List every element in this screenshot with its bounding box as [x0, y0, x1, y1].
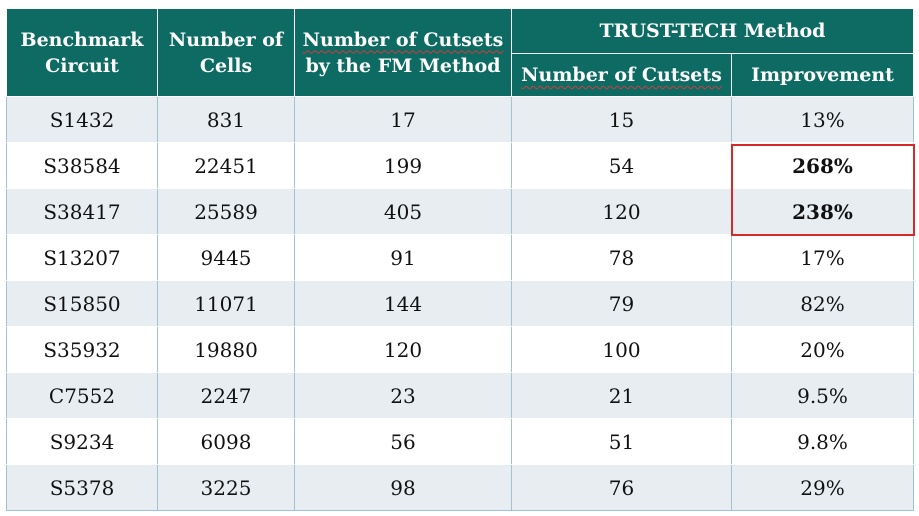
header-cutsets-fm: Number of Cutsets by the FM Method — [294, 8, 512, 97]
cell-fm-cutsets: 120 — [294, 326, 512, 373]
table-row: S9234 6098 56 51 9.8% — [6, 418, 914, 465]
header-cutsets-fm-line1: Number of Cutsets — [302, 28, 504, 51]
cell-circuit: S9234 — [6, 418, 158, 465]
cell-fm-cutsets: 199 — [294, 142, 512, 189]
cell-number-of-cells: 11071 — [157, 280, 295, 327]
cell-tt-cutsets: 100 — [511, 326, 732, 373]
cell-number-of-cells: 3225 — [157, 464, 295, 511]
benchmark-results-table: Benchmark Circuit Number of Cells Number… — [6, 8, 914, 511]
cell-improvement: 17% — [731, 234, 914, 281]
results-table-container: Benchmark Circuit Number of Cells Number… — [6, 8, 915, 511]
cell-tt-cutsets: 120 — [511, 188, 732, 235]
cell-fm-cutsets: 405 — [294, 188, 512, 235]
table-row: S35932 19880 120 100 20% — [6, 326, 914, 373]
cell-number-of-cells: 9445 — [157, 234, 295, 281]
cell-tt-cutsets: 54 — [511, 142, 732, 189]
cell-circuit: S35932 — [6, 326, 158, 373]
cell-number-of-cells: 22451 — [157, 142, 295, 189]
cell-circuit: S38584 — [6, 142, 158, 189]
cell-number-of-cells: 831 — [157, 96, 295, 143]
cell-circuit: S13207 — [6, 234, 158, 281]
table-row: C7552 2247 23 21 9.5% — [6, 372, 914, 419]
table-row: S13207 9445 91 78 17% — [6, 234, 914, 281]
cell-number-of-cells: 2247 — [157, 372, 295, 419]
cell-circuit: C7552 — [6, 372, 158, 419]
cell-circuit: S1432 — [6, 96, 158, 143]
header-benchmark-circuit: Benchmark Circuit — [6, 8, 158, 97]
header-tt-number-of-cutsets: Number of Cutsets — [511, 53, 732, 97]
header-improvement: Improvement — [731, 53, 914, 97]
cell-fm-cutsets: 144 — [294, 280, 512, 327]
cell-fm-cutsets: 98 — [294, 464, 512, 511]
cell-improvement: 9.8% — [731, 418, 914, 465]
cell-tt-cutsets: 15 — [511, 96, 732, 143]
table-row: S38584 22451 199 54 268% — [6, 142, 914, 189]
cell-number-of-cells: 25589 — [157, 188, 295, 235]
table-header: Benchmark Circuit Number of Cells Number… — [6, 8, 914, 97]
cell-improvement: 238% — [731, 188, 914, 235]
cell-improvement: 9.5% — [731, 372, 914, 419]
cell-improvement: 20% — [731, 326, 914, 373]
header-cutsets-fm-line2: by the FM Method — [305, 54, 501, 77]
cell-tt-cutsets: 51 — [511, 418, 732, 465]
cell-circuit: S38417 — [6, 188, 158, 235]
table-body: S1432 831 17 15 13% S38584 22451 199 54 268% S3841… — [6, 96, 914, 511]
cell-fm-cutsets: 56 — [294, 418, 512, 465]
header-trust-tech: TRUST-TECH Method — [511, 8, 914, 54]
cell-fm-cutsets: 17 — [294, 96, 512, 143]
cell-fm-cutsets: 23 — [294, 372, 512, 419]
cell-tt-cutsets: 79 — [511, 280, 732, 327]
table-row: S15850 11071 144 79 82% — [6, 280, 914, 327]
table-row: S5378 3225 98 76 29% — [6, 464, 914, 511]
header-tt-number-of-cutsets-label: Number of Cutsets — [521, 64, 722, 86]
cell-fm-cutsets: 91 — [294, 234, 512, 281]
cell-tt-cutsets: 78 — [511, 234, 732, 281]
cell-improvement: 13% — [731, 96, 914, 143]
cell-tt-cutsets: 76 — [511, 464, 732, 511]
cell-improvement: 268% — [731, 142, 914, 189]
table-row: S1432 831 17 15 13% — [6, 96, 914, 143]
cell-number-of-cells: 6098 — [157, 418, 295, 465]
cell-improvement: 29% — [731, 464, 914, 511]
cell-circuit: S5378 — [6, 464, 158, 511]
cell-tt-cutsets: 21 — [511, 372, 732, 419]
table-row: S38417 25589 405 120 238% — [6, 188, 914, 235]
cell-number-of-cells: 19880 — [157, 326, 295, 373]
cell-circuit: S15850 — [6, 280, 158, 327]
cell-improvement: 82% — [731, 280, 914, 327]
header-number-of-cells: Number of Cells — [157, 8, 295, 97]
